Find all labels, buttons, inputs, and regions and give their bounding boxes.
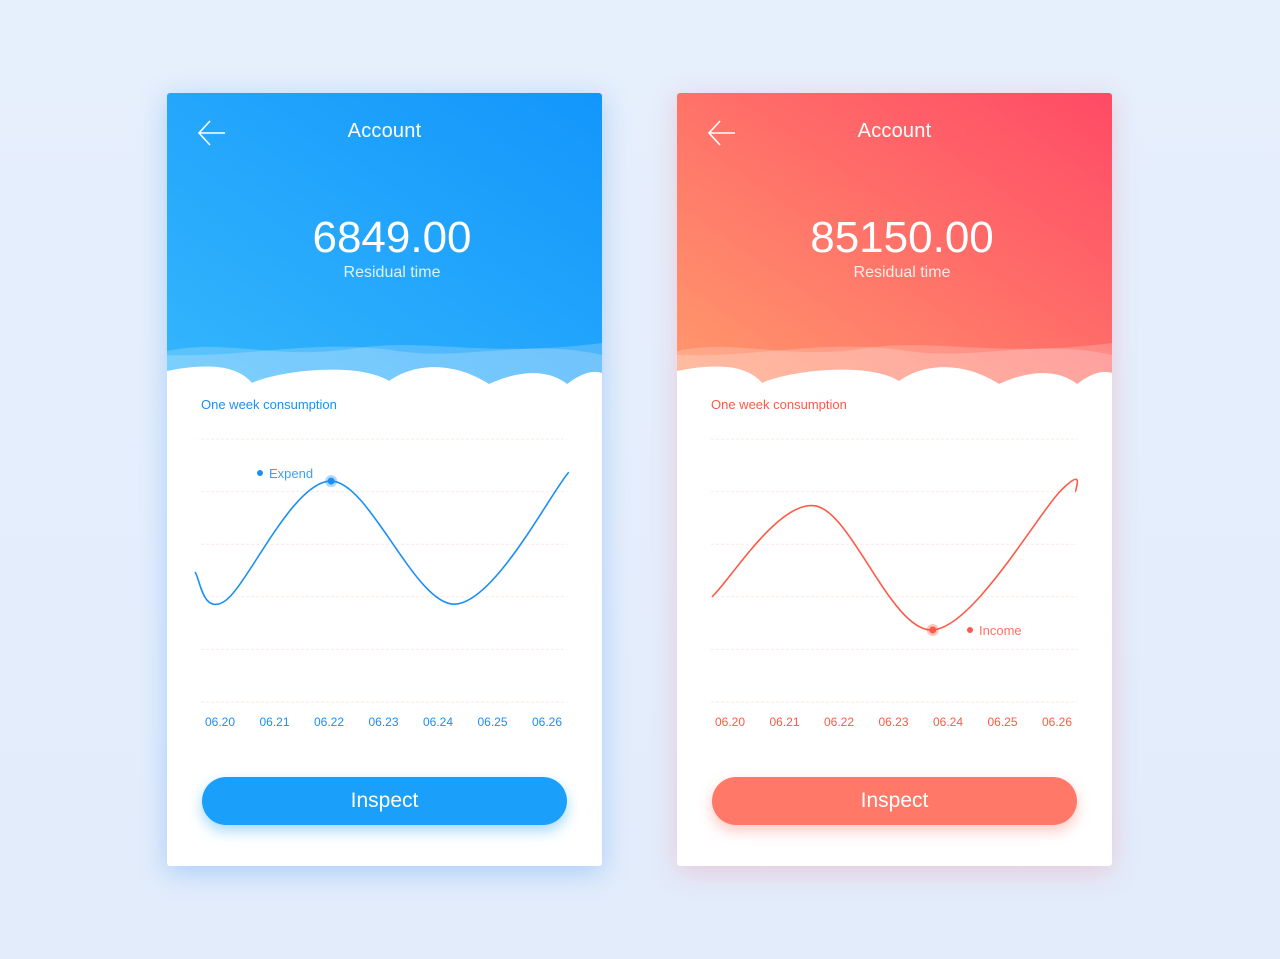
section-title: One week consumption bbox=[711, 397, 847, 412]
x-tick-label: 06.25 bbox=[987, 715, 1017, 729]
arrow-left-icon bbox=[197, 120, 225, 146]
inspect-button[interactable]: Inspect bbox=[202, 777, 567, 825]
highlight-point bbox=[327, 477, 335, 485]
header-background bbox=[677, 93, 1112, 393]
x-tick-label: 06.21 bbox=[259, 715, 289, 729]
balance-subtitle: Residual time bbox=[853, 264, 951, 281]
x-tick-label: 06.26 bbox=[1042, 715, 1072, 729]
account-card-red: Account 85150.00 Residual time One week … bbox=[677, 93, 1112, 866]
x-tick-label: 06.26 bbox=[532, 715, 562, 729]
inspect-button[interactable]: Inspect bbox=[712, 777, 1077, 825]
arrow-left-icon bbox=[707, 120, 735, 146]
back-button[interactable] bbox=[707, 119, 737, 147]
section-title: One week consumption bbox=[201, 397, 337, 412]
header-background bbox=[167, 93, 602, 393]
series-line bbox=[194, 471, 570, 605]
back-button[interactable] bbox=[197, 119, 227, 147]
x-tick-label: 06.23 bbox=[368, 715, 398, 729]
x-tick-label: 06.23 bbox=[878, 715, 908, 729]
x-tick-label: 06.24 bbox=[423, 715, 453, 729]
legend-dot bbox=[257, 470, 263, 476]
balance-subtitle: Residual time bbox=[343, 264, 441, 281]
highlight-point bbox=[929, 626, 937, 634]
balance-amount: 6849.00 bbox=[312, 213, 472, 262]
x-tick-label: 06.25 bbox=[477, 715, 507, 729]
x-tick-label: 06.22 bbox=[314, 715, 344, 729]
page-title: Account bbox=[857, 120, 932, 142]
series-line bbox=[711, 478, 1079, 631]
x-tick-label: 06.20 bbox=[715, 715, 745, 729]
x-tick-label: 06.22 bbox=[824, 715, 854, 729]
x-tick-label: 06.24 bbox=[933, 715, 963, 729]
page-title: Account bbox=[347, 120, 422, 142]
x-tick-label: 06.21 bbox=[769, 715, 799, 729]
line-chart: 06.20 06.21 06.22 06.23 06.24 06.25 06.26 Incom… bbox=[711, 438, 1079, 729]
account-card-blue: Account 6849.00 Residual time One week c… bbox=[167, 93, 602, 866]
line-chart: 06.20 06.21 06.22 06.23 06.24 06.25 06.26 Expen… bbox=[194, 438, 570, 729]
legend-label: Income bbox=[979, 623, 1022, 638]
legend-dot bbox=[967, 627, 973, 633]
x-tick-label: 06.20 bbox=[205, 715, 235, 729]
legend-label: Expend bbox=[269, 466, 313, 481]
balance-amount: 85150.00 bbox=[810, 213, 994, 262]
